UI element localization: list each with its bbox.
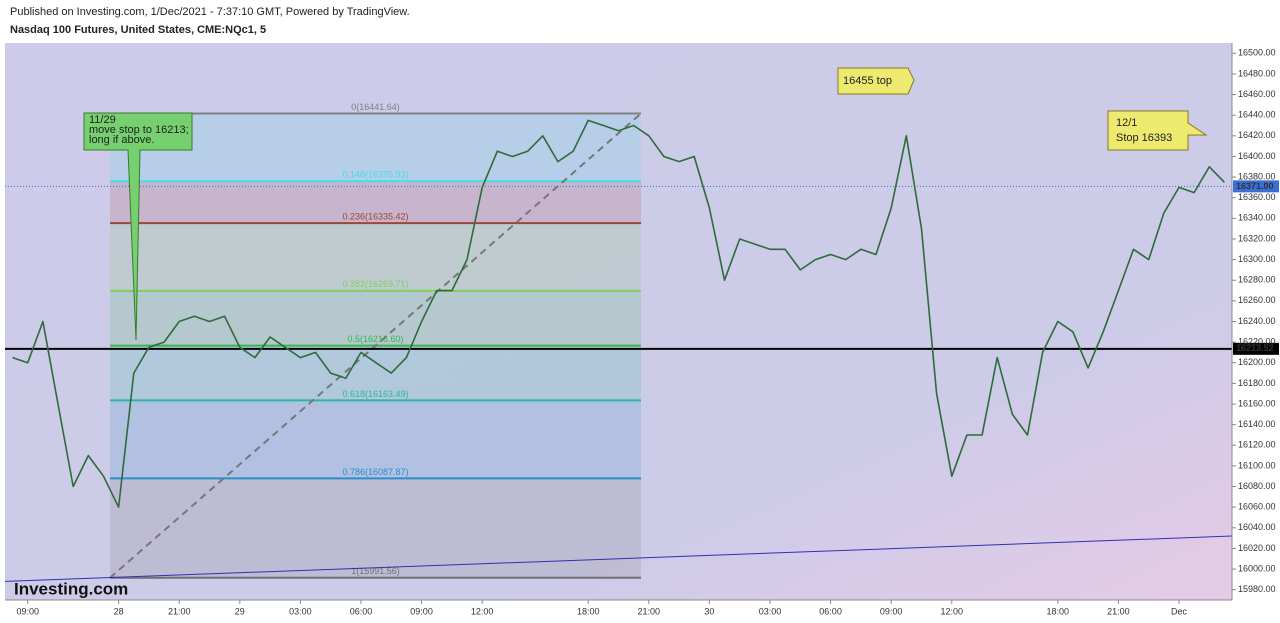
x-tick-label: 21:00 [638,606,661,616]
x-tick-label: 06:00 [350,606,373,616]
y-tick-label: 16340.00 [1238,213,1276,223]
note-line: Stop 16393 [1116,132,1172,144]
y-tick-label: 16100.00 [1238,460,1276,470]
note-1129: 11/29 move stop to 16213; long if above. [83,112,193,341]
fib-band [110,223,641,291]
symbol-title: Nasdaq 100 Futures, United States, CME:N… [10,24,266,36]
y-tick-label: 16300.00 [1238,254,1276,264]
y-tick-label: 16200.00 [1238,357,1276,367]
note-line: 16455 top [843,75,892,87]
y-tick-label: 16120.00 [1238,440,1276,450]
y-tick-label: 16360.00 [1238,192,1276,202]
fib-label: 0.5(16216.60) [347,334,403,344]
x-tick-label: 12:00 [940,606,963,616]
y-tick-label: 16440.00 [1238,110,1276,120]
plot-layer: 0(16441.64) 0.146(16375.93) 0.236(16335.42… [4,102,1233,582]
fib-label: 0.146(16375.93) [342,170,408,180]
x-tick-label: 03:00 [289,606,312,616]
fib-trend [109,112,642,579]
x-tick-label: 09:00 [880,606,903,616]
y-tick-label: 16260.00 [1238,295,1276,305]
fib-band [110,181,641,224]
y-tick-label: 16140.00 [1238,419,1276,429]
x-tick-label: 03:00 [759,606,782,616]
x-tick-label: 06:00 [819,606,842,616]
price-line-series [12,119,1225,508]
x-tick-label: 28 [114,606,124,616]
fib-band [110,345,641,401]
fib-label: 0.786(16087.87) [342,467,408,477]
y-tick-label: 16480.00 [1238,68,1276,78]
y-tick-label: 16240.00 [1238,316,1276,326]
note-line: 11/29 [89,114,116,126]
y-tick-label: 16420.00 [1238,130,1276,140]
note-top: 16455 top [837,67,915,95]
fib-band [110,478,641,578]
y-tick-label: 16040.00 [1238,522,1276,532]
price-tag [1233,180,1279,193]
y-tick-label: 16020.00 [1238,543,1276,553]
y-tick-label: 16220.00 [1238,337,1276,347]
publish-info: Published on Investing.com, 1/Dec/2021 -… [10,6,410,18]
y-tick-label: 16400.00 [1238,151,1276,161]
fib-label: 0.382(16269.71) [342,279,408,289]
y-tick-label: 16500.00 [1238,48,1276,58]
y-tick-label: 16460.00 [1238,89,1276,99]
logo: Investing.com [14,579,128,598]
x-tick-label: 12:00 [471,606,494,616]
y-tick-label: 16000.00 [1238,563,1276,573]
trend-line [4,535,1233,582]
price-tag-label: 16213.52 [1236,343,1274,353]
note-line: move stop to 16213; [89,124,189,136]
x-tick-label: 30 [704,606,714,616]
x-tick-label: 21:00 [1107,606,1130,616]
fib-band [110,400,641,479]
note-121: 12/1 Stop 16393 [1107,110,1208,151]
fib-label: 0(16441.64) [351,102,400,112]
fib-band [110,113,641,182]
x-tick-label: 18:00 [577,606,600,616]
y-tick-label: 16280.00 [1238,275,1276,285]
note-line: long if above. [89,134,154,146]
price-tag [1233,342,1279,355]
y-tick-label: 15980.00 [1238,584,1276,594]
y-tick-label: 16380.00 [1238,171,1276,181]
y-tick-label: 16060.00 [1238,502,1276,512]
x-tick-label: 18:00 [1047,606,1070,616]
y-tick-label: 16320.00 [1238,233,1276,243]
x-tick-label: Dec [1171,606,1188,616]
x-tick-label: 21:00 [168,606,191,616]
y-tick-label: 16160.00 [1238,398,1276,408]
y-tick-label: 16180.00 [1238,378,1276,388]
note-line: 12/1 [1116,117,1137,129]
price-tag-label: 16371.00 [1236,181,1274,191]
fib-label: 0.618(16163.49) [342,389,408,399]
fib-label: 1(15991.56) [351,566,400,576]
fib-label: 0.236(16335.42) [342,211,408,221]
y-tick-label: 16080.00 [1238,481,1276,491]
x-tick-label: 09:00 [410,606,433,616]
x-tick-label: 29 [235,606,245,616]
x-tick-label: 09:00 [16,606,39,616]
